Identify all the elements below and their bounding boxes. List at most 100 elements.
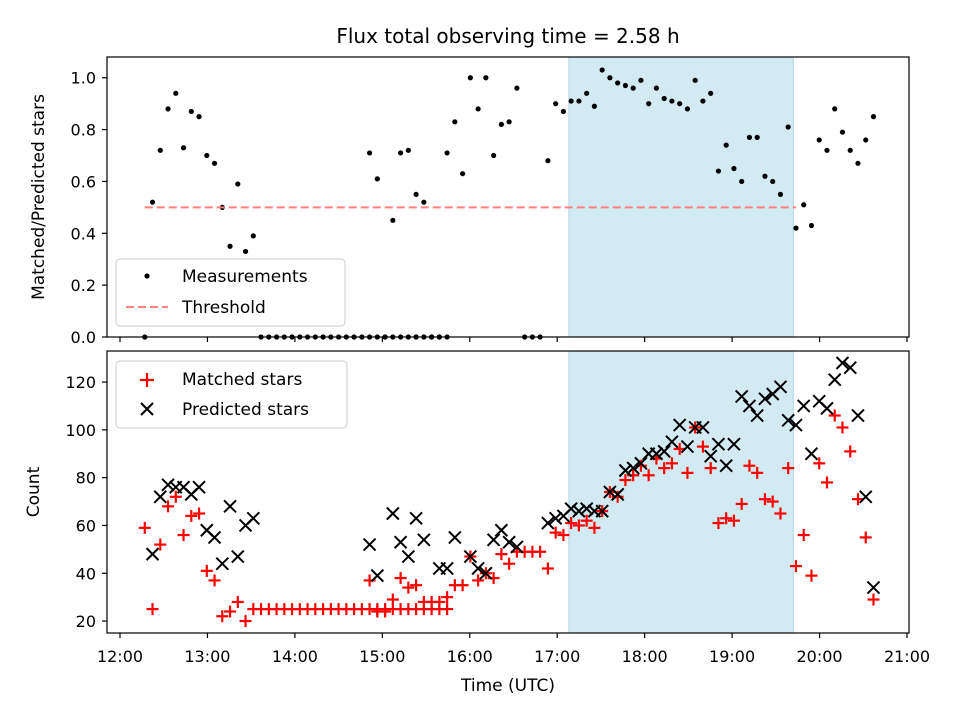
predicted-star-point — [471, 561, 485, 576]
predicted-star-point — [835, 356, 850, 370]
predicted-star-point — [603, 485, 617, 499]
measurement-point — [165, 106, 171, 112]
measurement-point — [754, 134, 760, 140]
measurement-point — [599, 67, 605, 73]
bottom-legend: Matched stars Predicted stars — [115, 360, 348, 429]
matched-star-point — [456, 579, 469, 592]
measurement-point — [204, 152, 210, 159]
matched-star-point — [441, 591, 454, 604]
measurement-point — [173, 90, 179, 96]
predicted-star-point — [711, 437, 726, 451]
legend-predicted-marker — [140, 402, 154, 416]
predicted-star-point — [393, 535, 408, 549]
measurement-point — [801, 202, 807, 208]
matched-star-point — [495, 548, 508, 561]
matched-star-point — [658, 462, 671, 475]
measurement-point — [180, 145, 187, 151]
measurement-point — [374, 176, 380, 182]
predicted-star-point — [649, 447, 664, 461]
measurement-point — [444, 150, 450, 156]
measurement-point — [460, 171, 466, 177]
top-x-ticks — [119, 337, 908, 342]
matched-star-point — [534, 545, 547, 558]
measurement-point — [723, 142, 729, 148]
measurement-point — [731, 165, 737, 172]
predicted-star-point — [548, 511, 563, 525]
measurement-point — [553, 101, 559, 107]
predicted-star-point — [409, 511, 423, 525]
predicted-star-point — [579, 502, 594, 516]
predicted-star-point — [758, 392, 772, 406]
measurement-point — [669, 98, 675, 104]
measurement-point — [366, 150, 373, 156]
predicted-star-point — [595, 504, 609, 518]
matched-star-point — [402, 581, 415, 594]
measurement-point — [235, 181, 241, 187]
measurement-point — [615, 80, 621, 86]
measurement-point — [242, 248, 249, 255]
x-tick-label: 16:00 — [447, 647, 493, 666]
x-tick-label: 17:00 — [534, 647, 580, 666]
bottom-y-tick-label: 100 — [65, 421, 96, 440]
matched-star-point — [185, 509, 198, 522]
measurement-point — [584, 90, 590, 96]
matched-star-point — [681, 466, 694, 479]
measurement-point — [715, 168, 722, 174]
measurement-point — [514, 85, 520, 91]
top-points — [142, 67, 877, 340]
predicted-star-point — [696, 420, 710, 435]
x-tick-label: 19:00 — [709, 647, 755, 666]
predicted-star-point — [804, 447, 819, 461]
top-y-ticks: 0.0 0.2 0.4 0.6 0.8 1.0 — [71, 69, 107, 347]
matched-star-point — [789, 560, 802, 573]
matched-star-point — [782, 462, 795, 475]
top-y-tick-label: 0.6 — [71, 172, 96, 191]
measurement-point — [568, 98, 574, 104]
predicted-star-point — [246, 511, 261, 525]
predicted-star-point — [727, 437, 741, 451]
matched-star-point — [549, 526, 562, 539]
x-tick-label: 15:00 — [359, 647, 405, 666]
matched-star-point — [588, 521, 601, 534]
measurement-point — [475, 106, 481, 112]
bottom-axes-frame — [106, 350, 910, 634]
predicted-star-point — [486, 533, 501, 547]
matched-star-point — [565, 517, 578, 530]
predicted-star-point — [223, 499, 237, 514]
measurement-point — [638, 77, 644, 83]
predicted-star-point — [370, 568, 385, 583]
matched-star-point — [162, 500, 175, 513]
matched-star-point — [836, 421, 849, 434]
matched-star-point — [580, 514, 593, 527]
predicted-star-point — [859, 490, 873, 504]
x-tick-label: 12:00 — [97, 647, 143, 666]
matched-star-point — [743, 459, 756, 472]
predicted-star-point — [153, 490, 167, 504]
bottom-points — [138, 356, 881, 628]
predicted-star-point — [386, 506, 400, 521]
bottom-y-tick-label: 60 — [76, 516, 96, 535]
predicted-star-point — [657, 444, 671, 459]
predicted-star-point — [564, 502, 578, 516]
matched-star-point — [410, 579, 423, 592]
measurement-point — [762, 173, 768, 179]
measurement-point — [576, 98, 582, 104]
matched-star-point — [766, 495, 779, 508]
matched-star-point — [828, 409, 841, 422]
predicted-star-point — [192, 480, 206, 494]
measurement-point — [777, 191, 784, 198]
top-highlight-span — [568, 56, 794, 338]
measurement-point — [770, 178, 776, 185]
matched-star-point — [200, 564, 213, 577]
bottom-y-tick-label: 120 — [65, 373, 96, 392]
measurement-point — [700, 98, 706, 104]
measurement-point — [157, 147, 163, 153]
matched-star-point — [642, 469, 655, 482]
measurement-point — [390, 217, 396, 223]
measurement-point — [863, 137, 869, 143]
x-tick-label: 20:00 — [797, 647, 843, 666]
measurement-point — [661, 95, 667, 102]
legend-predicted-label: Predicted stars — [182, 400, 309, 420]
measurement-point — [839, 129, 846, 135]
